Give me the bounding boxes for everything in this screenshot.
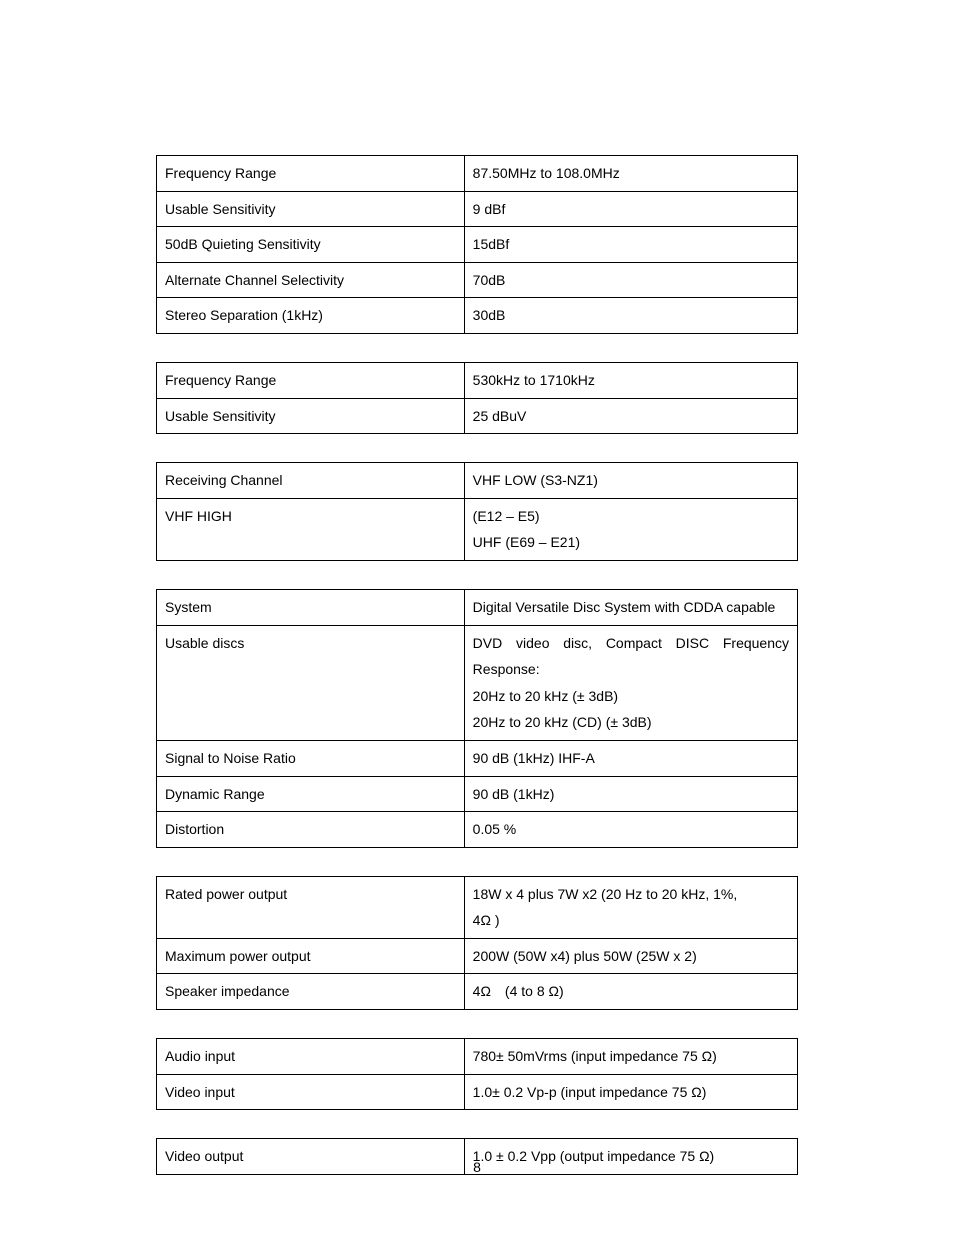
spec-label: Usable Sensitivity <box>157 398 465 434</box>
table-row: Usable Sensitivity 25 dBuV <box>157 398 798 434</box>
spec-value: 70dB <box>464 262 797 298</box>
spec-label: Frequency Range <box>157 362 465 398</box>
table-row: Receiving Channel VHF LOW (S3-NZ1) <box>157 463 798 499</box>
spec-label: VHF HIGH <box>157 498 465 560</box>
spec-value: 0.05 % <box>464 812 797 848</box>
spec-label: System <box>157 589 465 625</box>
spec-label: Receiving Channel <box>157 463 465 499</box>
spec-value: 530kHz to 1710kHz <box>464 362 797 398</box>
spec-value: 18W x 4 plus 7W x2 (20 Hz to 20 kHz, 1%,… <box>464 876 797 938</box>
table-row: Rated power output 18W x 4 plus 7W x2 (2… <box>157 876 798 938</box>
spec-label: Stereo Separation (1kHz) <box>157 298 465 334</box>
am-tuner-table: Frequency Range 530kHz to 1710kHz Usable… <box>156 362 798 434</box>
table-row: Frequency Range 530kHz to 1710kHz <box>157 362 798 398</box>
table-row: 50dB Quieting Sensitivity 15dBf <box>157 227 798 263</box>
table-row: Audio input 780± 50mVrms (input impedanc… <box>157 1039 798 1075</box>
spec-value: DVD video disc, Compact DISC Frequency R… <box>464 625 797 740</box>
spec-value: 30dB <box>464 298 797 334</box>
spec-value: 25 dBuV <box>464 398 797 434</box>
spec-label: Maximum power output <box>157 938 465 974</box>
amplifier-table: Rated power output 18W x 4 plus 7W x2 (2… <box>156 876 798 1010</box>
tv-tuner-table: Receiving Channel VHF LOW (S3-NZ1) VHF H… <box>156 462 798 561</box>
table-row: Usable Sensitivity 9 dBf <box>157 191 798 227</box>
spec-value: Digital Versatile Disc System with CDDA … <box>464 589 797 625</box>
spec-value: VHF LOW (S3-NZ1) <box>464 463 797 499</box>
spec-label: 50dB Quieting Sensitivity <box>157 227 465 263</box>
spec-label: Frequency Range <box>157 156 465 192</box>
table-row: Video input 1.0± 0.2 Vp-p (input impedan… <box>157 1074 798 1110</box>
spec-value: (E12 – E5) UHF (E69 – E21) <box>464 498 797 560</box>
table-row: Usable discs DVD video disc, Compact DIS… <box>157 625 798 740</box>
spec-value: 15dBf <box>464 227 797 263</box>
spec-value: 87.50MHz to 108.0MHz <box>464 156 797 192</box>
spec-label: Audio input <box>157 1039 465 1075</box>
spec-value: 1.0± 0.2 Vp-p (input impedance 75 Ω) <box>464 1074 797 1110</box>
spec-label: Speaker impedance <box>157 974 465 1010</box>
table-row: Maximum power output 200W (50W x4) plus … <box>157 938 798 974</box>
spec-label: Rated power output <box>157 876 465 938</box>
spec-value: 9 dBf <box>464 191 797 227</box>
spec-label: Dynamic Range <box>157 776 465 812</box>
table-row: Speaker impedance 4Ω (4 to 8 Ω) <box>157 974 798 1010</box>
table-row: Stereo Separation (1kHz) 30dB <box>157 298 798 334</box>
spec-value: 4Ω (4 to 8 Ω) <box>464 974 797 1010</box>
spec-value: 90 dB (1kHz) IHF-A <box>464 740 797 776</box>
table-row: Distortion 0.05 % <box>157 812 798 848</box>
table-row: Signal to Noise Ratio 90 dB (1kHz) IHF-A <box>157 740 798 776</box>
input-table: Audio input 780± 50mVrms (input impedanc… <box>156 1038 798 1110</box>
table-row: System Digital Versatile Disc System wit… <box>157 589 798 625</box>
spec-label: Signal to Noise Ratio <box>157 740 465 776</box>
fm-tuner-table: Frequency Range 87.50MHz to 108.0MHz Usa… <box>156 155 798 334</box>
spec-label: Usable discs <box>157 625 465 740</box>
page-number: 8 <box>0 1159 954 1175</box>
spec-value: 90 dB (1kHz) <box>464 776 797 812</box>
table-row: Frequency Range 87.50MHz to 108.0MHz <box>157 156 798 192</box>
spec-value: 780± 50mVrms (input impedance 75 Ω) <box>464 1039 797 1075</box>
table-row: Alternate Channel Selectivity 70dB <box>157 262 798 298</box>
spec-label: Distortion <box>157 812 465 848</box>
spec-value: 200W (50W x4) plus 50W (25W x 2) <box>464 938 797 974</box>
table-row: Dynamic Range 90 dB (1kHz) <box>157 776 798 812</box>
spec-label: Alternate Channel Selectivity <box>157 262 465 298</box>
dvd-table: System Digital Versatile Disc System wit… <box>156 589 798 848</box>
spec-label: Usable Sensitivity <box>157 191 465 227</box>
table-row: VHF HIGH (E12 – E5) UHF (E69 – E21) <box>157 498 798 560</box>
spec-label: Video input <box>157 1074 465 1110</box>
